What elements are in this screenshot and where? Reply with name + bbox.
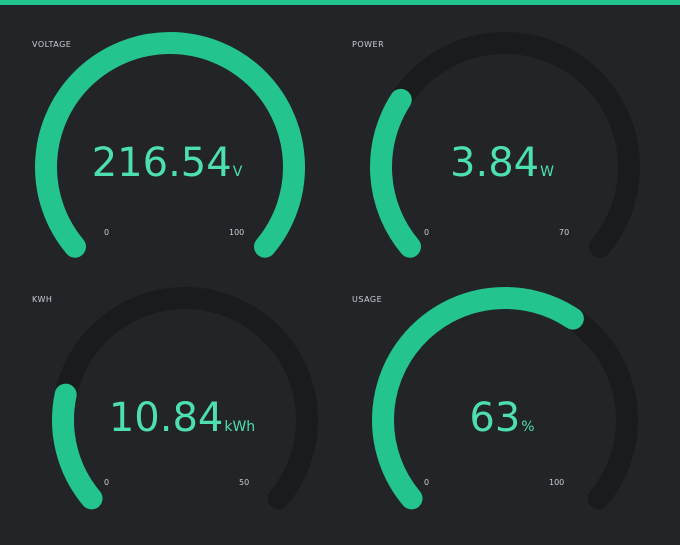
gauge-power <box>370 32 640 258</box>
gauge-fill <box>372 287 584 510</box>
gauge-title: USAGE <box>352 295 383 304</box>
gauge-voltage <box>35 32 305 258</box>
gauge-max-label: 100 <box>229 228 245 237</box>
top-accent-bar <box>0 0 680 5</box>
gauge-title: VOLTAGE <box>32 40 72 49</box>
gauge-value: 216.54V <box>32 140 302 186</box>
gauge-value-unit: kWh <box>224 419 256 435</box>
gauge-widget-kwh[interactable]: KWH 10.84kWh 0 50 <box>32 287 352 545</box>
gauge-fill <box>35 32 305 258</box>
gauge-usage <box>372 287 638 510</box>
gauge-value: 3.84W <box>352 140 652 186</box>
gauge-value-unit: W <box>540 164 554 180</box>
gauge-min-label: 0 <box>104 478 110 487</box>
gauge-max-label: 70 <box>559 228 570 237</box>
gauge-value: 63% <box>352 395 652 441</box>
gauge-value-number: 3.84 <box>450 140 540 186</box>
gauge-fill <box>52 383 103 510</box>
gauge-max-label: 100 <box>549 478 565 487</box>
dashboard: VOLTAGE 216.54V 0 100 POWER 3.84W 0 70 K… <box>0 5 680 545</box>
gauge-kwh <box>52 287 318 510</box>
gauge-value-unit: % <box>521 419 535 435</box>
gauge-value: 10.84kWh <box>32 395 332 441</box>
gauge-widget-voltage[interactable]: VOLTAGE 216.54V 0 100 <box>32 32 352 290</box>
gauge-min-label: 0 <box>424 478 430 487</box>
gauge-value-number: 10.84 <box>108 395 224 441</box>
gauge-title: POWER <box>352 40 385 49</box>
gauge-max-label: 50 <box>239 478 250 487</box>
gauge-min-label: 0 <box>104 228 110 237</box>
gauge-min-label: 0 <box>424 228 430 237</box>
gauge-value-number: 63 <box>469 395 521 441</box>
gauge-value-unit: V <box>232 164 243 180</box>
gauge-fill <box>370 88 422 258</box>
gauge-title: KWH <box>32 295 53 304</box>
gauge-widget-usage[interactable]: USAGE 63% 0 100 <box>352 287 672 545</box>
gauge-value-number: 216.54 <box>91 140 232 186</box>
gauge-widget-power[interactable]: POWER 3.84W 0 70 <box>352 32 672 290</box>
